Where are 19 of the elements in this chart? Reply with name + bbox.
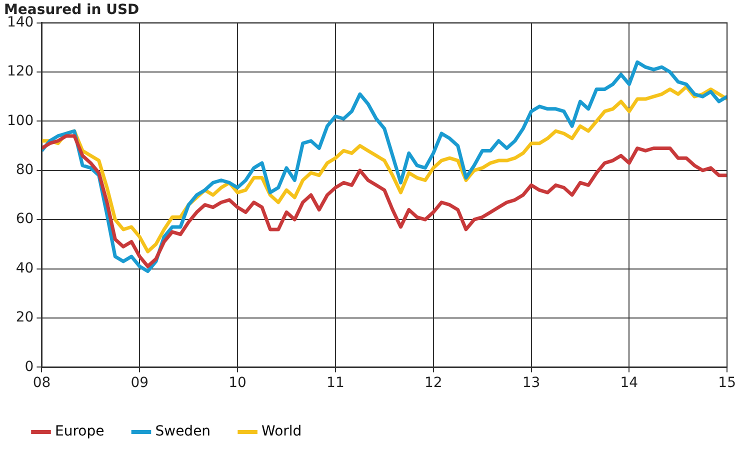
x-tick-label: 13 — [522, 375, 540, 392]
x-tick-label: 12 — [424, 375, 442, 392]
y-tick-label: 100 — [6, 112, 34, 129]
y-tick-label: 60 — [16, 211, 34, 228]
legend-label: World — [262, 424, 302, 440]
y-tick-label: 140 — [6, 14, 34, 30]
legend-label: Europe — [55, 424, 104, 440]
y-tick-label: 120 — [6, 64, 34, 80]
x-tick-label: 11 — [326, 375, 344, 392]
x-tick-label: 15 — [718, 375, 736, 392]
y-tick-label: 80 — [16, 162, 34, 178]
x-tick-label: 14 — [620, 375, 638, 392]
y-tick-label: 20 — [16, 310, 34, 326]
x-tick-label: 09 — [130, 375, 149, 392]
y-tick-label: 40 — [16, 260, 34, 276]
y-tick-label: 0 — [24, 358, 34, 375]
x-tick-label: 10 — [228, 375, 246, 392]
x-tick-label: 08 — [32, 375, 51, 392]
legend-label: Sweden — [155, 424, 211, 440]
